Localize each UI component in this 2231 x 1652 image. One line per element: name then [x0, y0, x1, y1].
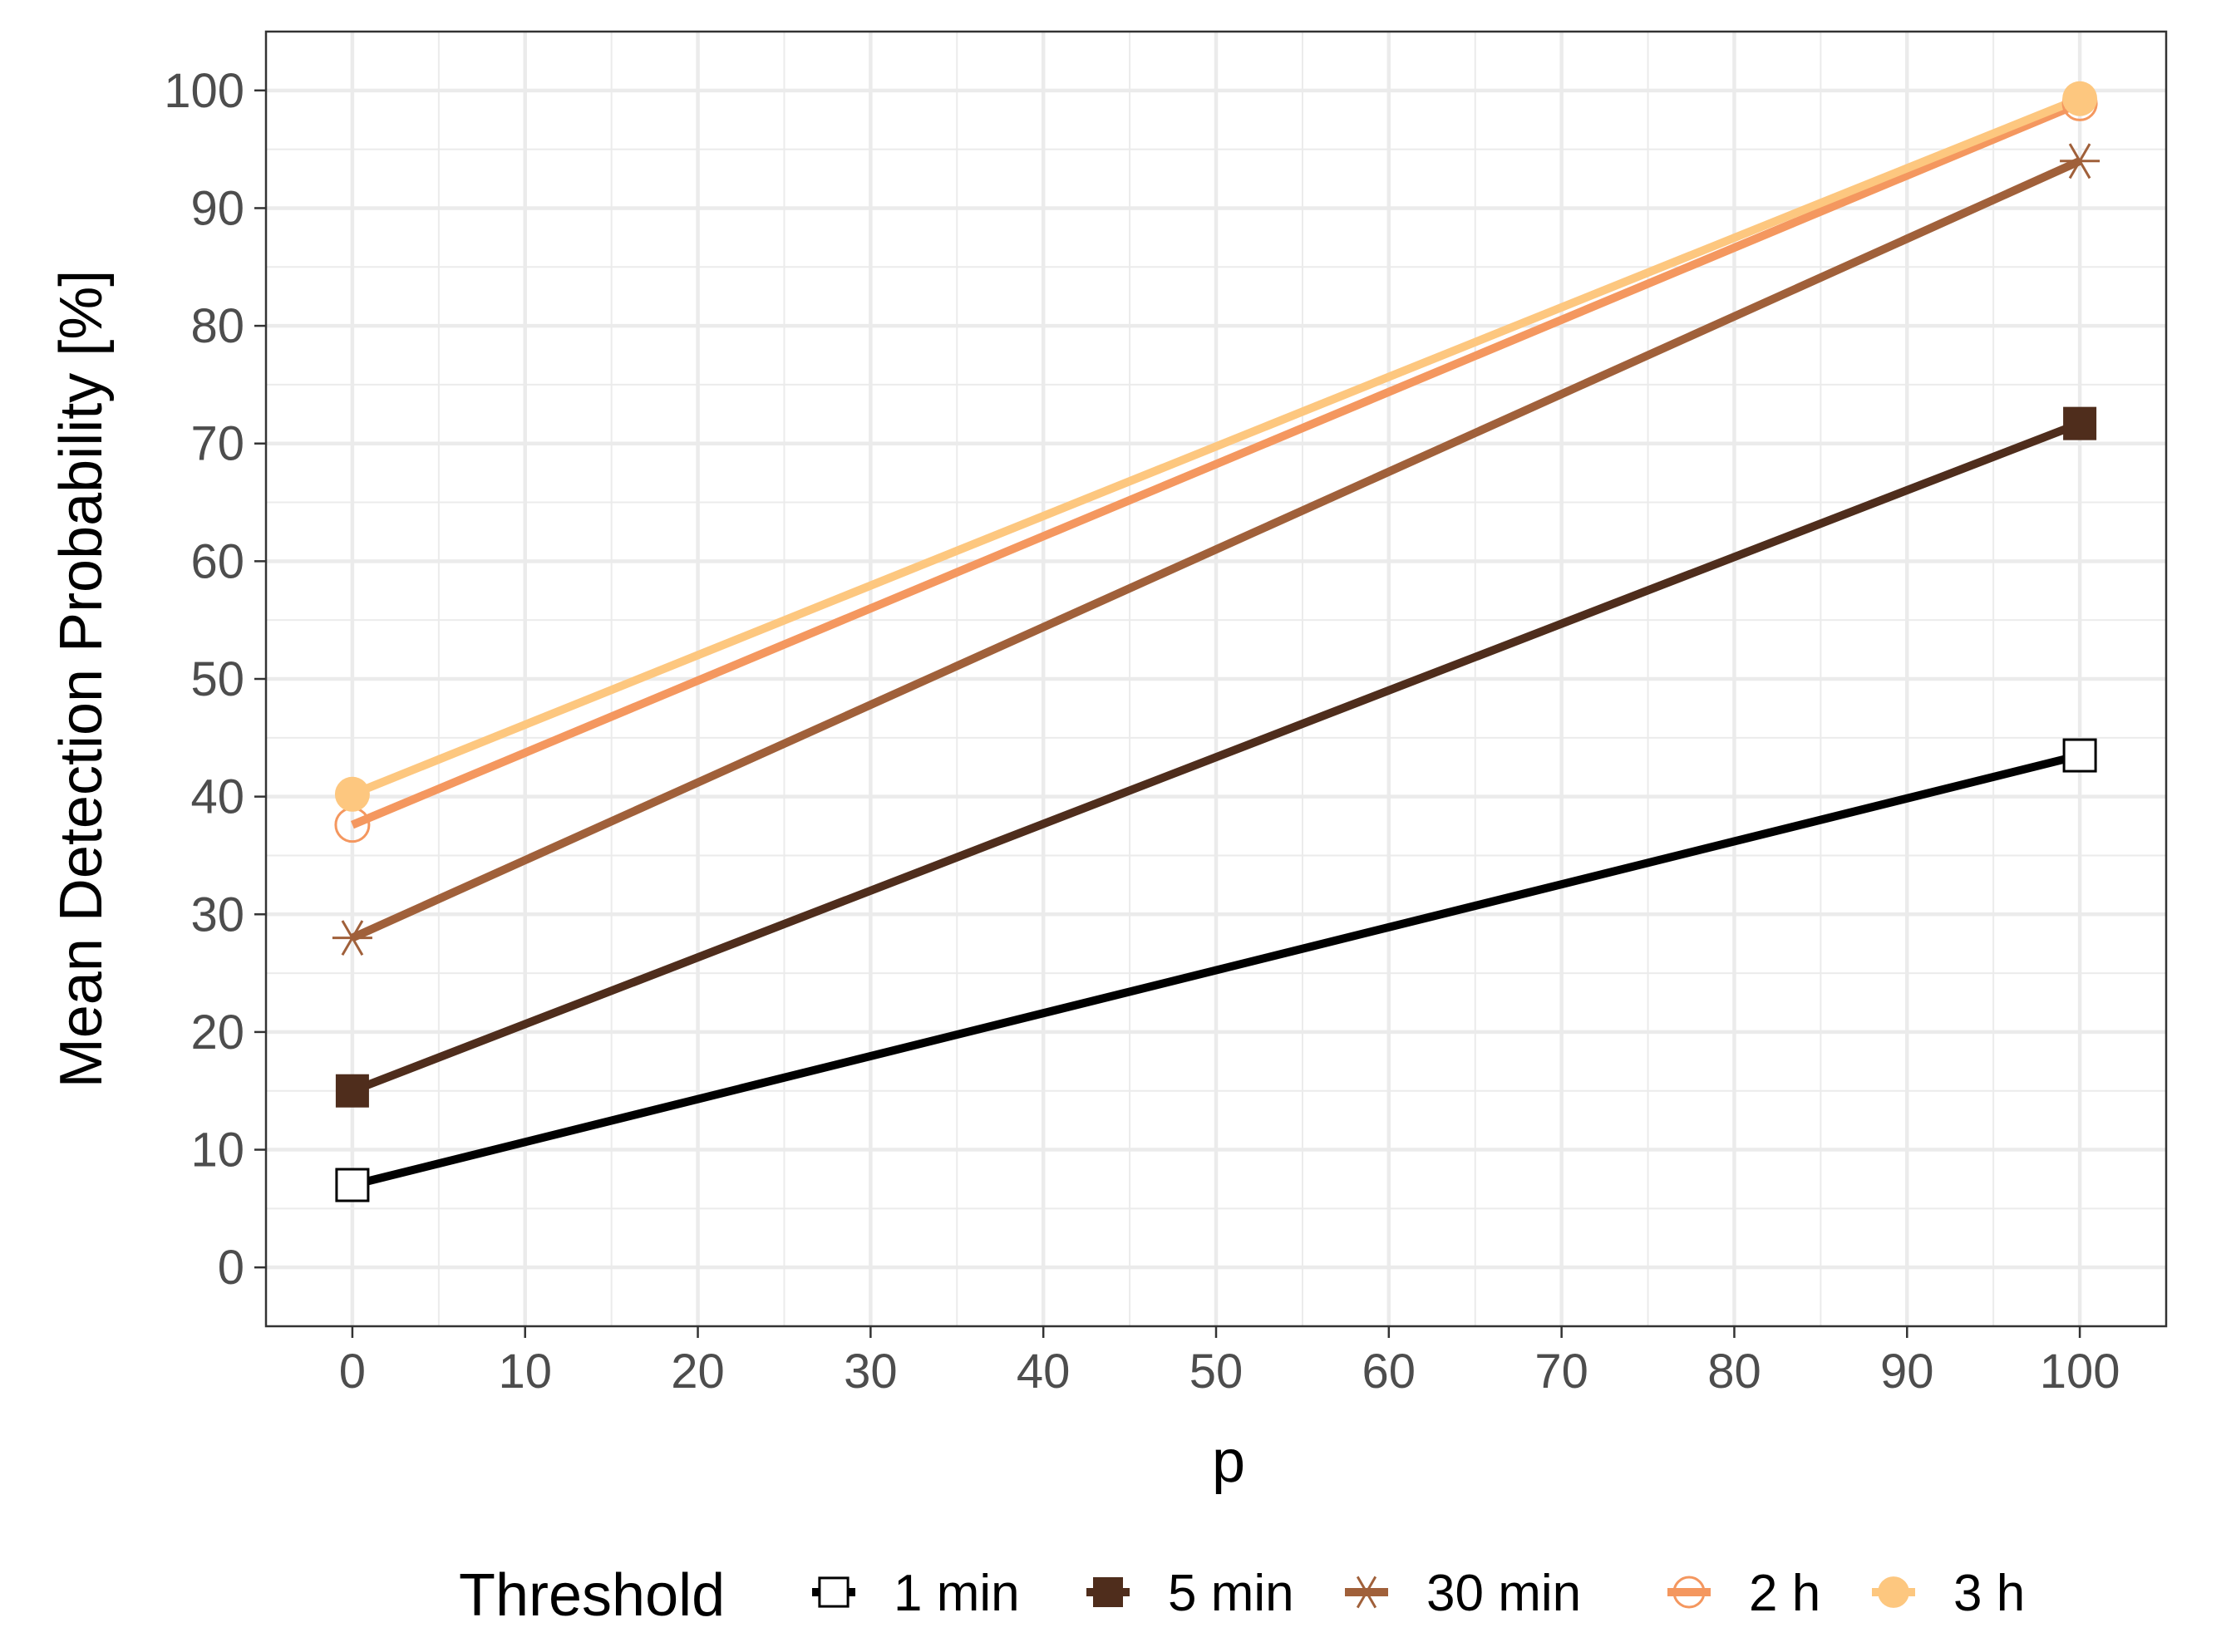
- series-line-1: [351, 419, 2081, 1095]
- y-tick-labels: 0 10 20 30 40 50 60 70 80 90 100: [164, 64, 244, 1295]
- y-tick-label: 70: [190, 417, 244, 471]
- y-tick-label: 30: [190, 887, 244, 942]
- grid-major: [266, 32, 2166, 1326]
- legend-label-0: 1 min: [894, 1565, 1020, 1622]
- x-tick-label: 40: [1017, 1345, 1071, 1399]
- legend-key-3: [1667, 1576, 1711, 1609]
- legend-label-2: 30 min: [1426, 1565, 1581, 1622]
- point-marker: [1878, 1576, 1909, 1608]
- legend: 1 min 5 min 30 min 2 h 3 h: [812, 1565, 2025, 1622]
- point-marker: [818, 1576, 850, 1608]
- series-line-2: [350, 157, 2082, 942]
- point-marker: [1348, 1576, 1385, 1609]
- x-tick-label: 50: [1189, 1345, 1244, 1399]
- x-tick-labels: 0 10 20 30 40 50 60 70 80 90 100: [339, 1345, 2120, 1399]
- x-tick-label: 100: [2040, 1345, 2120, 1399]
- legend-key-4: [1872, 1576, 1915, 1608]
- legend-key-2: [1345, 1576, 1388, 1609]
- legend-key-0: [812, 1576, 855, 1608]
- x-tick-label: 60: [1362, 1345, 1416, 1399]
- series-points: [332, 81, 2100, 1202]
- point-marker: [1672, 1576, 1706, 1609]
- x-tick-label: 10: [498, 1345, 552, 1399]
- series-line-0: [351, 751, 2081, 1189]
- legend-label-1: 5 min: [1168, 1565, 1294, 1622]
- y-tick-label: 80: [190, 299, 244, 353]
- series-point-2: [332, 920, 372, 956]
- series-point-4: [334, 776, 370, 812]
- series-point-1: [335, 1074, 369, 1108]
- y-tick-label: 40: [190, 770, 244, 824]
- x-tick-label: 90: [1880, 1345, 1934, 1399]
- y-tick-label: 90: [190, 181, 244, 235]
- point-marker: [1093, 1577, 1123, 1607]
- legend-key-1: [1086, 1577, 1130, 1607]
- series-point-1: [2063, 406, 2097, 440]
- axis-ticks: [254, 89, 2081, 1338]
- series-lines: [350, 95, 2082, 1189]
- y-tick-label: 0: [218, 1241, 244, 1295]
- x-tick-label: 30: [844, 1345, 898, 1399]
- x-tick-label: 80: [1707, 1345, 1761, 1399]
- x-axis-title: p: [1212, 1428, 1245, 1495]
- series-point-0: [2062, 738, 2097, 773]
- legend-label-3: 2 h: [1749, 1565, 1820, 1622]
- series-point-4: [2062, 81, 2098, 116]
- legend-title: Threshold: [459, 1562, 725, 1629]
- x-tick-label: 0: [339, 1345, 366, 1399]
- legend-label-4: 3 h: [1953, 1565, 2025, 1622]
- series-line-3: [350, 99, 2082, 829]
- y-tick-label: 50: [190, 652, 244, 706]
- y-tick-label: 60: [190, 534, 244, 588]
- y-tick-label: 10: [190, 1123, 244, 1178]
- y-tick-label: 100: [164, 64, 244, 118]
- series-point-0: [335, 1168, 370, 1202]
- x-tick-label: 20: [671, 1345, 725, 1399]
- series-line-4: [351, 95, 2081, 799]
- y-tick-label: 20: [190, 1005, 244, 1060]
- x-tick-label: 70: [1534, 1345, 1588, 1399]
- y-axis-title: Mean Detection Probability [%]: [48, 270, 115, 1088]
- series-point-2: [2060, 143, 2100, 179]
